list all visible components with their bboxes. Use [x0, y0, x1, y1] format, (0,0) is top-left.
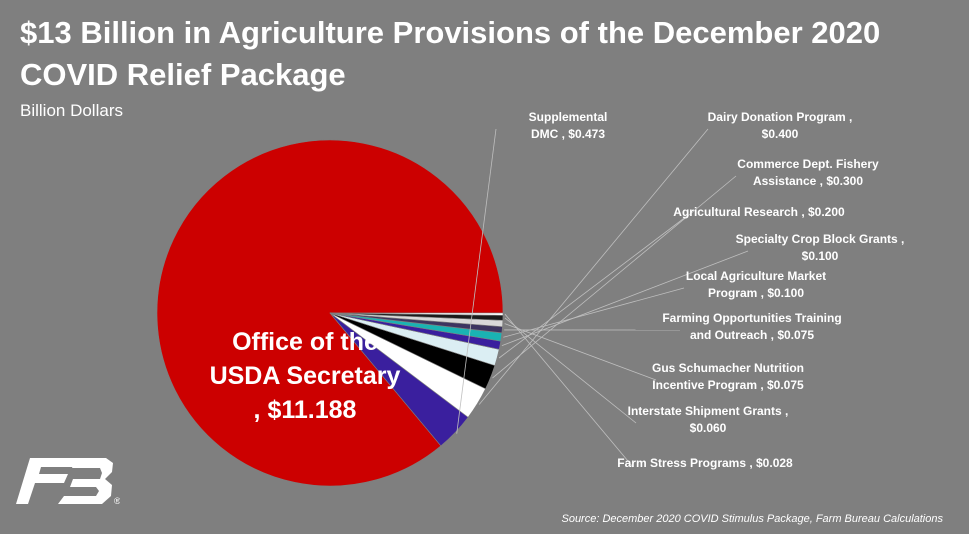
data-labels: Office of the USDA Secretary , $11.188 Supp… [210, 110, 905, 470]
data-label-8-line-0: Gus Schumacher Nutrition [652, 361, 804, 375]
data-label-6-line-1: Program , $0.100 [708, 286, 804, 300]
data-label-7-line-1: and Outreach , $0.075 [690, 328, 814, 342]
chart-source: Source: December 2020 COVID Stimulus Pac… [561, 513, 943, 525]
leader-line-9 [504, 317, 637, 424]
data-label-2-line-0: Dairy Donation Program , [708, 110, 853, 124]
leader-line-8 [504, 323, 657, 381]
pie-slice-10 [329, 312, 504, 316]
data-label-1-line-1: DMC , $0.473 [531, 127, 605, 141]
data-label-0-line-1: USDA Secretary [210, 362, 401, 390]
registered-mark: ® [114, 496, 120, 506]
data-label-5-line-1: $0.100 [802, 249, 839, 263]
data-label-9-line-1: $0.060 [690, 421, 727, 435]
leader-line-10 [504, 313, 634, 468]
pie-slices [156, 139, 504, 487]
data-label-0-line-2: , $11.188 [254, 396, 357, 424]
chart-title: $13 Billion in Agriculture Provisions of… [20, 15, 881, 92]
leader-line-4 [498, 215, 688, 359]
leader-line-2 [478, 128, 709, 405]
data-label-10-line-0: Farm Stress Programs , $0.028 [617, 456, 793, 470]
data-label-6-line-0: Local Agriculture Market [686, 269, 826, 283]
data-label-1-line-0: Supplemental [529, 110, 608, 124]
data-label-0-line-0: Office of the [232, 328, 378, 356]
data-label-9-line-0: Interstate Shipment Grants , [628, 404, 789, 418]
data-label-3-line-0: Commerce Dept. Fishery [737, 157, 879, 171]
data-label-7-line-0: Farming Opportunities Training [662, 311, 841, 325]
data-label-4-line-0: Agricultural Research , $0.200 [673, 205, 845, 219]
leader-line-3 [492, 175, 737, 379]
data-label-2-line-1: $0.400 [762, 127, 799, 141]
data-label-8-line-1: Incentive Program , $0.075 [652, 378, 804, 392]
leader-lines [456, 128, 749, 468]
leader-line-6 [503, 287, 685, 338]
leader-line-1 [456, 128, 497, 434]
chart-subtitle: Billion Dollars [20, 101, 123, 120]
farm-bureau-logo: ® [16, 458, 120, 506]
data-label-3-line-1: Assistance , $0.300 [753, 174, 863, 188]
data-label-5-line-0: Specialty Crop Block Grants , [736, 232, 905, 246]
